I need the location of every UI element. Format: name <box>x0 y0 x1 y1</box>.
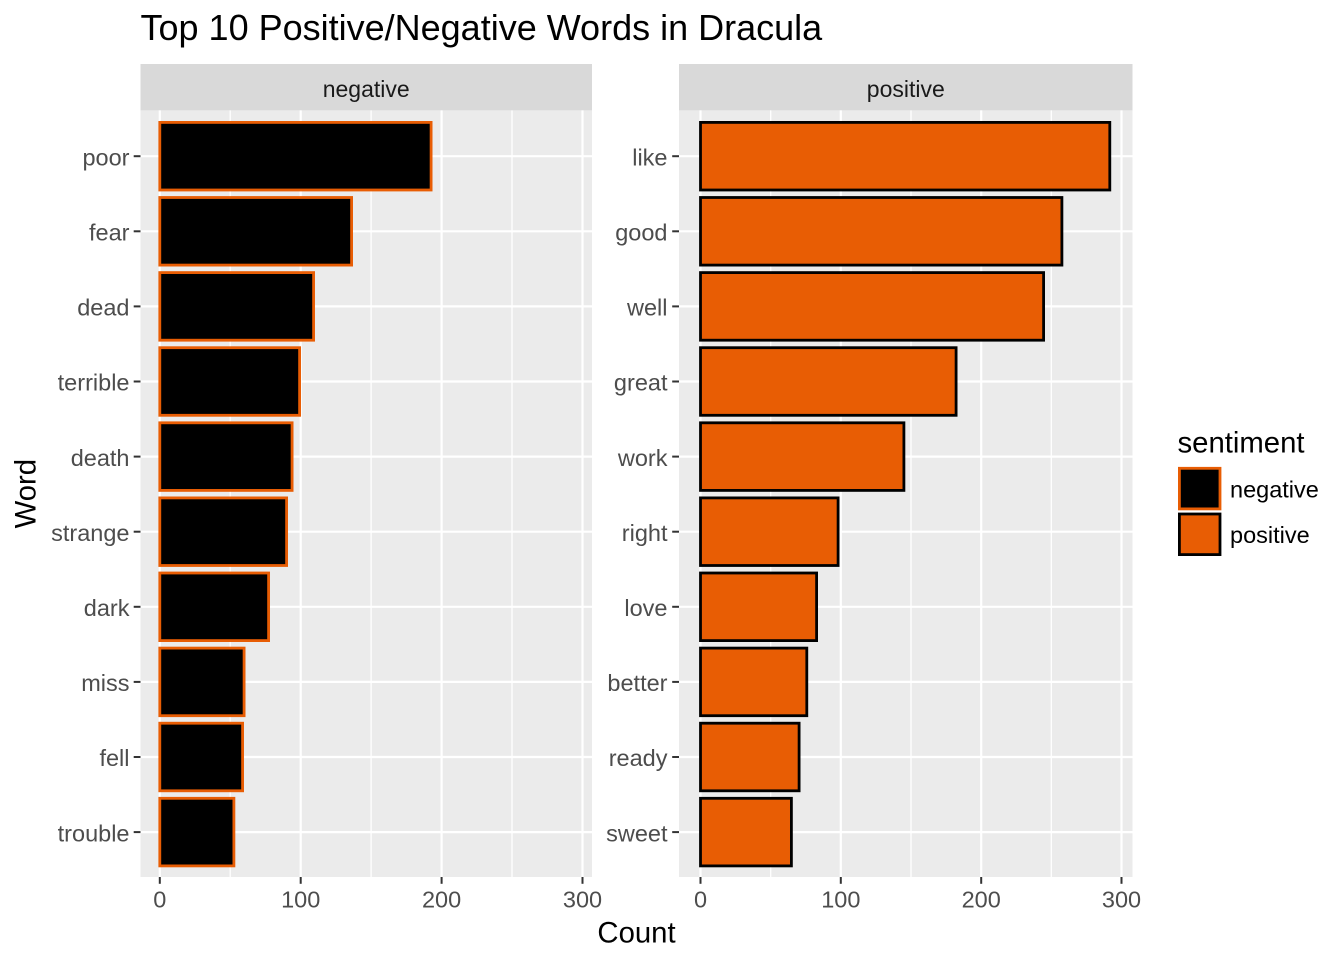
svg-text:Count: Count <box>597 917 675 950</box>
svg-text:great: great <box>614 370 668 396</box>
svg-text:sentiment: sentiment <box>1178 427 1305 460</box>
svg-text:good: good <box>615 220 667 246</box>
svg-text:ready: ready <box>609 745 668 771</box>
svg-text:negative: negative <box>1230 476 1319 502</box>
svg-text:like: like <box>632 144 667 170</box>
svg-text:better: better <box>607 670 667 696</box>
svg-text:trouble: trouble <box>58 820 130 846</box>
svg-text:love: love <box>624 595 667 621</box>
svg-text:fell: fell <box>99 745 129 771</box>
svg-text:100: 100 <box>281 886 320 912</box>
svg-text:Word: Word <box>10 459 43 528</box>
svg-text:positive: positive <box>867 76 945 102</box>
svg-text:dead: dead <box>77 295 129 321</box>
svg-text:terrible: terrible <box>58 370 130 396</box>
svg-text:positive: positive <box>1230 522 1310 548</box>
svg-text:work: work <box>617 445 668 471</box>
svg-text:100: 100 <box>821 886 860 912</box>
svg-text:0: 0 <box>153 886 166 912</box>
svg-text:right: right <box>622 520 668 546</box>
svg-text:Top 10 Positive/Negative Words: Top 10 Positive/Negative Words in Dracul… <box>141 7 824 48</box>
svg-text:fear: fear <box>89 220 130 246</box>
svg-text:sweet: sweet <box>606 820 668 846</box>
svg-text:200: 200 <box>422 886 461 912</box>
svg-text:200: 200 <box>962 886 1001 912</box>
svg-text:strange: strange <box>51 520 129 546</box>
svg-text:300: 300 <box>563 886 602 912</box>
svg-text:poor: poor <box>82 144 129 170</box>
svg-text:death: death <box>71 445 130 471</box>
svg-text:dark: dark <box>84 595 130 621</box>
svg-text:well: well <box>626 295 667 321</box>
svg-text:0: 0 <box>694 886 707 912</box>
svg-text:negative: negative <box>323 76 410 102</box>
svg-text:300: 300 <box>1102 886 1141 912</box>
svg-text:miss: miss <box>81 670 129 696</box>
